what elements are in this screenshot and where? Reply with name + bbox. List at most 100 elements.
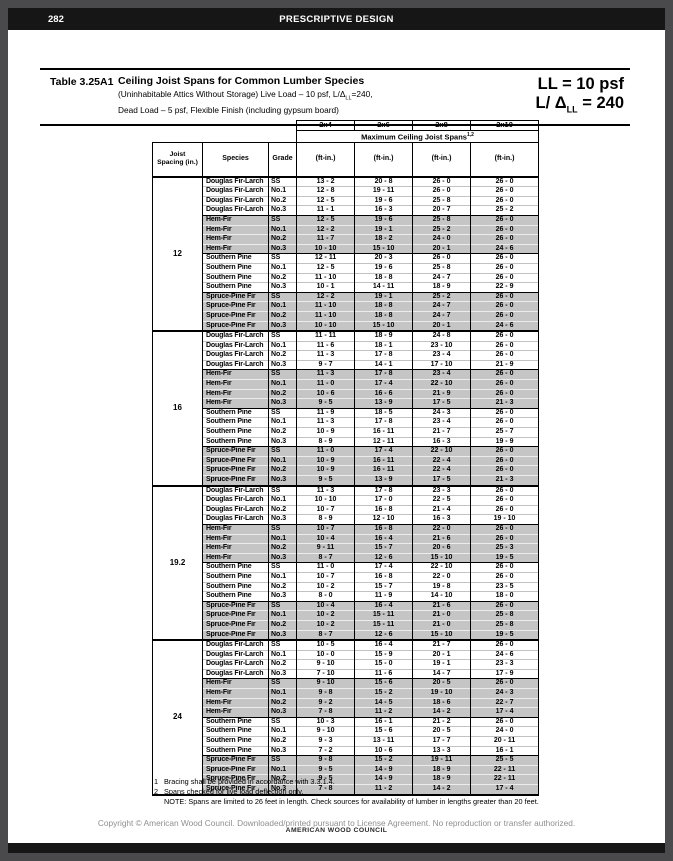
table-title-main: Ceiling Joist Spans for Common Lumber Sp…	[118, 75, 536, 119]
grade-cell: No.2	[267, 543, 297, 554]
grade-cell: SS	[267, 330, 297, 342]
species-cell: Douglas Fir-Larch	[202, 359, 269, 370]
grade-header: Grade	[267, 142, 298, 178]
table-row: Southern Pine No.1 12 - 5 19 - 6 25 - 8 26 - …	[153, 262, 540, 274]
species-cell: Hem-Fir	[202, 398, 269, 409]
table-row: Douglas Fir-Larch No.1 11 - 6 18 - 1 23 - 10…	[153, 340, 540, 351]
span-2x6: 18 - 8	[354, 301, 413, 312]
span-2x8: 16 - 3	[412, 514, 471, 525]
span-2x8: 24 - 0	[412, 234, 471, 245]
span-2x8: 22 - 10	[412, 379, 471, 390]
table-row: Southern Pine No.1 9 - 10 15 - 6 20 - 5 24 - …	[153, 726, 540, 737]
span-2x6: 12 - 10	[354, 514, 413, 525]
span-2x10: 25 - 5	[470, 755, 540, 766]
grade-cell: No.2	[267, 697, 297, 708]
span-2x10: 26 - 0	[470, 340, 540, 351]
span-2x8: 25 - 8	[412, 214, 471, 226]
span-2x4: 10 - 10	[296, 320, 355, 332]
table-row: Hem-Fir No.3 10 - 10 15 - 10 20 - 1 24 - 6	[153, 243, 540, 254]
table-row: 16 Douglas Fir-Larch SS 11 - 11 18 - 9 24 - 8…	[152, 330, 540, 486]
joist-spacing-value: 19.2	[152, 484, 203, 641]
span-2x10: 17 - 4	[470, 707, 540, 718]
grade-cell: No.3	[267, 205, 297, 216]
span-2x6: 17 - 8	[354, 350, 413, 361]
species-cell: Douglas Fir-Larch	[202, 205, 269, 216]
species-cell: Hem-Fir	[202, 523, 269, 535]
span-2x4: 10 - 5	[296, 639, 355, 651]
table-row: Spruce-Pine Fir No.2 11 - 10 18 - 8 24 - 7 26…	[153, 310, 540, 321]
span-2x4: 11 - 1	[296, 205, 355, 216]
species-cell: Southern Pine	[202, 571, 269, 583]
span-2x10: 26 - 0	[470, 379, 540, 390]
span-2x4: 12 - 2	[296, 291, 355, 302]
span-2x10: 19 - 10	[470, 514, 540, 525]
span-2x8: 24 - 7	[412, 310, 471, 321]
span-2x4: 12 - 8	[296, 186, 355, 197]
table-row: 19.2 Douglas Fir-Larch SS 11 - 3 17 - 8 23 - …	[152, 484, 540, 641]
span-2x10: 26 - 0	[470, 310, 540, 321]
span-2x8: 17 - 7	[412, 736, 471, 747]
span-2x6: 13 - 9	[354, 474, 413, 486]
span-2x8: 21 - 7	[412, 639, 471, 651]
table-row: Hem-Fir No.1 11 - 0 17 - 4 22 - 10 26 - 0	[153, 379, 540, 390]
span-2x10: 24 - 3	[470, 688, 540, 699]
grade-cell: No.1	[267, 340, 297, 351]
span-2x6: 11 - 9	[354, 591, 413, 602]
span-2x4: 8 - 9	[296, 514, 355, 525]
grade-cell: No.3	[267, 282, 297, 293]
span-2x4: 12 - 5	[296, 195, 355, 206]
span-2x10: 25 - 2	[470, 205, 540, 216]
span-2x10: 19 - 9	[470, 436, 540, 447]
span-2x8: 22 - 4	[412, 455, 471, 466]
grade-cell: No.1	[267, 533, 297, 544]
span-2x4: 10 - 1	[296, 282, 355, 293]
span-2x6: 15 - 10	[354, 243, 413, 254]
species-cell: Spruce-Pine Fir	[202, 600, 269, 611]
span-2x6: 11 - 2	[354, 707, 413, 718]
span-2x8: 21 - 2	[412, 716, 471, 727]
span-2x10: 26 - 0	[470, 369, 540, 380]
species-cell: Hem-Fir	[202, 678, 269, 689]
span-2x4: 11 - 10	[296, 301, 355, 312]
size-header-2x4: 2x4	[296, 120, 356, 131]
span-2x6: 15 - 2	[354, 688, 413, 699]
species-cell: Spruce-Pine Fir	[202, 320, 269, 332]
span-2x6: 14 - 5	[354, 697, 413, 708]
span-2x4: 11 - 10	[296, 272, 355, 283]
species-cell: Southern Pine	[202, 262, 269, 274]
grade-cell: No.1	[267, 417, 297, 428]
span-2x4: 10 - 10	[296, 495, 355, 506]
span-2x6: 16 - 6	[354, 388, 413, 399]
footer-org: AMERICAN WOOD COUNCIL	[285, 827, 388, 834]
span-2x4: 11 - 11	[296, 330, 355, 342]
span-2x6: 16 - 4	[354, 639, 413, 651]
species-cell: Hem-Fir	[202, 379, 269, 390]
table-row: Southern Pine No.3 8 - 9 12 - 11 16 - 3 19 - …	[153, 436, 540, 447]
grade-cell: SS	[267, 446, 297, 457]
table-row: Spruce-Pine Fir No.3 8 - 7 12 - 6 15 - 10 19 …	[153, 629, 540, 641]
grade-cell: No.1	[267, 379, 297, 390]
span-2x8: 24 - 3	[412, 407, 471, 418]
species-cell: Douglas Fir-Larch	[202, 639, 269, 651]
grade-cell: No.3	[267, 707, 297, 718]
table-row: Hem-Fir No.1 9 - 8 15 - 2 19 - 10 24 - 3	[153, 688, 540, 699]
span-2x8: 16 - 3	[412, 436, 471, 447]
span-2x6: 14 - 9	[354, 764, 413, 775]
max-span-header: Maximum Ceiling Joist Spans1,2	[296, 129, 540, 144]
species-cell: Spruce-Pine Fir	[202, 619, 269, 630]
span-2x6: 12 - 6	[354, 629, 413, 641]
span-2x4: 11 - 6	[296, 340, 355, 351]
table-row: Southern Pine No.2 10 - 9 16 - 11 21 - 7 25 -…	[153, 427, 540, 438]
span-2x6: 15 - 11	[354, 610, 413, 621]
span-2x6: 15 - 0	[354, 659, 413, 670]
span-2x6: 14 - 11	[354, 282, 413, 293]
span-2x4: 9 - 8	[296, 688, 355, 699]
span-2x10: 26 - 0	[470, 417, 540, 428]
span-2x10: 21 - 9	[470, 359, 540, 370]
span-2x8: 23 - 10	[412, 340, 471, 351]
span-2x4: 11 - 3	[296, 417, 355, 428]
table-row: Spruce-Pine Fir No.1 10 - 9 16 - 11 22 - 4 26…	[153, 455, 540, 466]
